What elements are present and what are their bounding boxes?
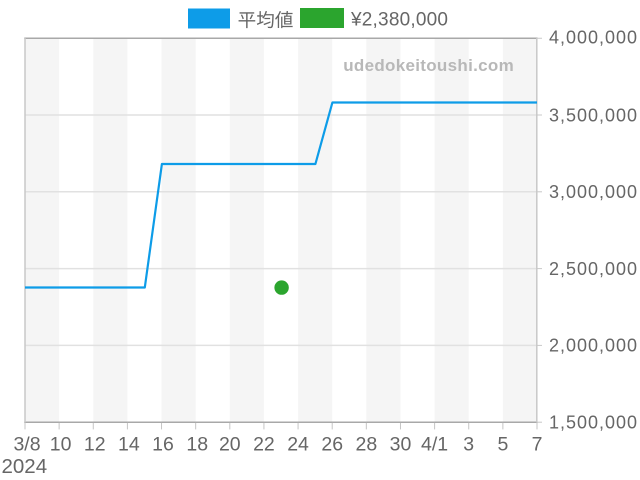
- svg-text:24: 24: [287, 434, 309, 456]
- svg-text:26: 26: [321, 434, 343, 456]
- svg-text:udedokeitoushi.com: udedokeitoushi.com: [343, 56, 514, 75]
- svg-text:2,000,000: 2,000,000: [549, 336, 637, 356]
- svg-text:20: 20: [219, 434, 241, 456]
- svg-text:3,000,000: 3,000,000: [549, 182, 637, 202]
- svg-text:1,500,000: 1,500,000: [549, 412, 637, 432]
- svg-text:28: 28: [355, 434, 377, 456]
- svg-text:4/1: 4/1: [421, 434, 448, 456]
- svg-text:3: 3: [463, 434, 474, 456]
- svg-text:22: 22: [253, 434, 275, 456]
- svg-text:3/8: 3/8: [13, 434, 40, 456]
- svg-text:2024: 2024: [2, 455, 48, 478]
- svg-text:10: 10: [50, 434, 72, 456]
- svg-text:14: 14: [118, 434, 140, 456]
- svg-text:12: 12: [84, 434, 106, 456]
- svg-text:18: 18: [186, 434, 208, 456]
- svg-text:4,000,000: 4,000,000: [549, 28, 637, 48]
- svg-text:16: 16: [152, 434, 174, 456]
- svg-text:2,500,000: 2,500,000: [549, 259, 637, 279]
- svg-text:5: 5: [497, 434, 508, 456]
- svg-text:3,500,000: 3,500,000: [549, 105, 637, 125]
- svg-text:30: 30: [390, 434, 412, 456]
- svg-text:7: 7: [532, 434, 543, 456]
- svg-text:¥2,380,000: ¥2,380,000: [350, 9, 448, 30]
